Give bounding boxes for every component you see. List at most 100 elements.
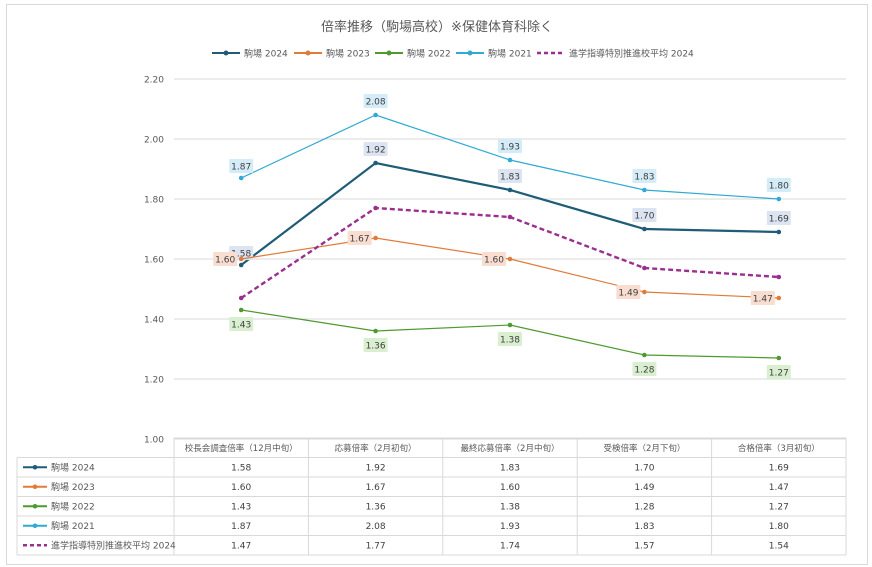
legend-entry: 駒場 2024 [244,48,288,60]
data-point [507,157,513,163]
y-tick-label: 1.60 [144,256,164,266]
data-label-bg [213,252,238,266]
y-tick-label: 1.80 [144,196,164,206]
data-point [373,160,378,166]
table-legend-marker [32,484,38,490]
data-label-bg [498,169,522,183]
legend-entry: 駒場 2021 [488,48,532,60]
data-point [642,226,647,232]
legend-entry: 駒場 2023 [326,48,370,60]
data-point [507,187,513,193]
table-legend-marker [32,523,38,529]
data-point [373,112,378,118]
data-label-bg [766,178,791,192]
data-label: 1.47 [753,295,773,305]
data-label-bg [363,338,388,352]
legend-entry: 駒場 2022 [407,48,451,60]
data-point [373,328,378,334]
legend-marker [467,50,473,56]
table-series-name: 駒場 2021 [51,520,95,532]
data-label-bg [766,211,791,225]
data-label-bg [750,291,775,305]
series-line [240,206,779,299]
data-table: 校長会調査倍率（12月中旬） 応募倍率（2月初旬） 最終応募倍率（2月中旬） 受検倍率… [16,437,847,556]
table-legend-marker [32,503,38,509]
data-point [507,256,513,262]
table-cell: 1.87 [231,522,251,532]
data-label-bg [498,139,522,153]
data-point [373,205,378,211]
data-point [373,235,378,241]
data-label: 2.08 [366,98,386,108]
data-point [238,175,244,181]
data-label-bg [632,208,657,222]
category-label: 受検倍率（2月下旬） [603,443,685,454]
data-label: 1.83 [634,173,654,183]
series-5 [238,205,782,301]
data-label-bg [632,169,657,183]
data-point [776,355,782,361]
y-tick-label: 2.20 [144,76,164,86]
y-tick-label: 2.00 [144,136,164,146]
legend-marker [223,50,229,56]
data-point [238,295,244,301]
table-series-name: 駒場 2023 [51,481,95,493]
chart-frame: 倍率推移（駒場高校）※保健体育科除く 1.00 1.20 1.40 1.60 1.80 2.… [6,4,868,565]
series-line [241,237,779,299]
data-point [776,274,782,280]
table-cell: 1.60 [231,483,251,493]
table-cell: 1.69 [769,464,789,474]
data-label-bg [616,285,641,299]
category-label: 最終応募倍率（2月中旬） [461,443,560,454]
legend: 駒場 2024 駒場 2023 駒場 2022 駒場 2021 進学指導特別推進校平均 … [212,48,694,60]
data-label-bg [482,252,506,266]
table-cell: 1.54 [769,542,789,552]
data-label: 1.60 [215,256,235,266]
data-label: 1.70 [634,212,654,222]
table-cell: 1.36 [366,503,386,513]
data-point [776,229,782,235]
table-cell: 1.83 [500,464,520,474]
table-cell: 1.93 [500,522,520,532]
data-point [507,214,513,220]
chart-svg: 倍率推移（駒場高校）※保健体育科除く 1.00 1.20 1.40 1.60 1.80 2.… [16,19,847,556]
table-cell: 1.27 [769,503,789,513]
data-label-bg [347,231,372,245]
table-cell: 1.74 [500,542,520,552]
data-label: 1.93 [500,143,520,153]
data-label: 1.69 [769,215,789,225]
y-tick-label: 1.00 [144,436,164,446]
data-label-bg [363,94,388,108]
table-cell: 1.60 [500,483,520,493]
data-point [238,256,244,262]
table-cell: 1.38 [500,503,520,513]
category-label: 校長会調査倍率（12月中旬） [185,443,298,454]
table-cell: 1.49 [634,483,654,493]
series-line [240,114,779,200]
legend-marker [305,50,311,56]
table-cell: 1.70 [634,464,654,474]
table-cell: 1.28 [634,503,654,513]
data-point [642,352,647,358]
data-label: 1.43 [231,321,251,331]
data-label-bg [363,142,388,156]
data-label: 1.27 [769,369,789,379]
data-label: 1.83 [500,173,520,183]
data-label: 1.67 [350,235,370,245]
table-cell: 1.47 [769,483,789,493]
y-tick-label: 1.40 [144,316,164,326]
data-label: 1.60 [484,256,504,266]
table-cell: 1.58 [231,464,251,474]
data-point [507,322,513,328]
data-label: 1.92 [366,146,386,156]
table-cell: 1.92 [366,464,386,474]
data-label: 1.49 [618,289,638,299]
table-series-name: 駒場 2024 [51,462,95,474]
series-4: 1.87 2.08 1.93 1.83 1.80 [229,94,791,202]
data-point [642,265,647,271]
category-label: 合格倍率（3月初旬） [738,443,820,454]
data-label: 1.80 [769,182,789,192]
table-legend-marker [32,464,38,470]
table-cell: 2.08 [366,522,386,532]
table-cell: 1.80 [769,522,789,532]
